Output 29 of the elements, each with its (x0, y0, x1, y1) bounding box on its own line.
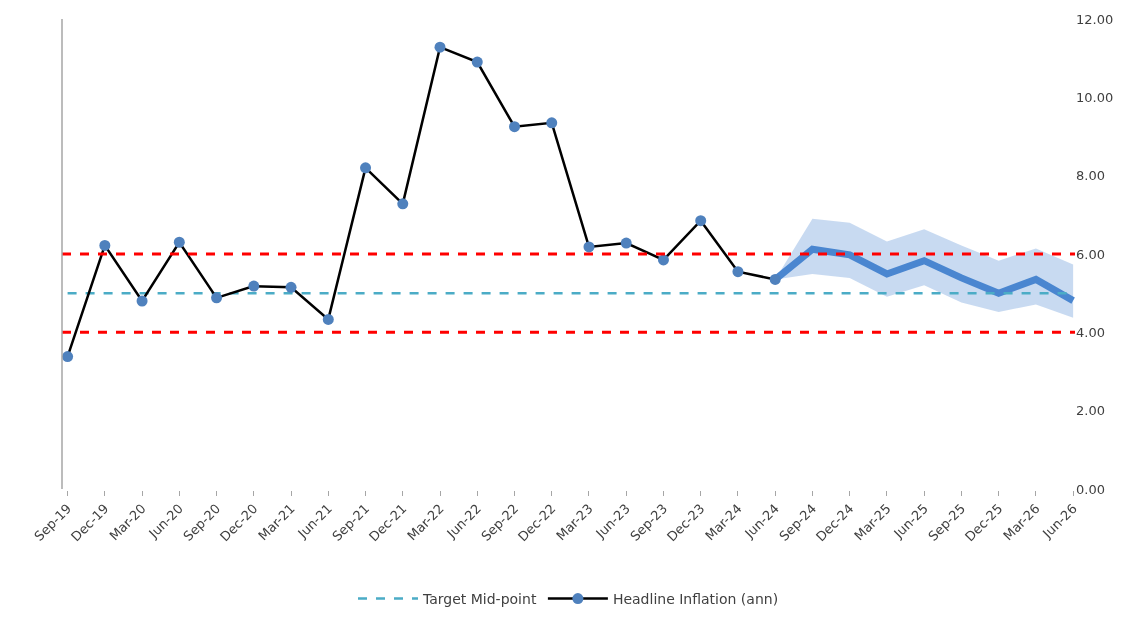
point (397, 198, 409, 210)
y-tick-label: 12.00 (1076, 11, 1114, 27)
y-tick-label: 2.00 (1076, 403, 1105, 419)
point (509, 121, 520, 133)
point (769, 273, 781, 285)
point (471, 56, 483, 68)
y-tick-label: 10.00 (1076, 89, 1114, 105)
point (620, 237, 632, 249)
point (211, 292, 223, 304)
legend-label: Headline Inflation (ann) (612, 591, 779, 608)
point (583, 241, 595, 253)
point (732, 266, 744, 278)
point (99, 239, 111, 251)
point (360, 162, 372, 174)
point (657, 254, 669, 266)
point (285, 281, 297, 293)
point (62, 351, 74, 363)
y-tick-label: 4.00 (1076, 324, 1105, 340)
point (546, 117, 558, 129)
point (322, 313, 334, 325)
point (136, 295, 148, 307)
point (434, 41, 446, 53)
y-tick-label: 8.00 (1076, 168, 1105, 184)
point (695, 215, 707, 227)
point (248, 280, 260, 292)
legend-label: Target Mid-point (422, 591, 537, 608)
y-tick-label: 0.00 (1076, 481, 1105, 497)
y-tick-label: 6.00 (1076, 246, 1105, 262)
point (173, 236, 185, 248)
